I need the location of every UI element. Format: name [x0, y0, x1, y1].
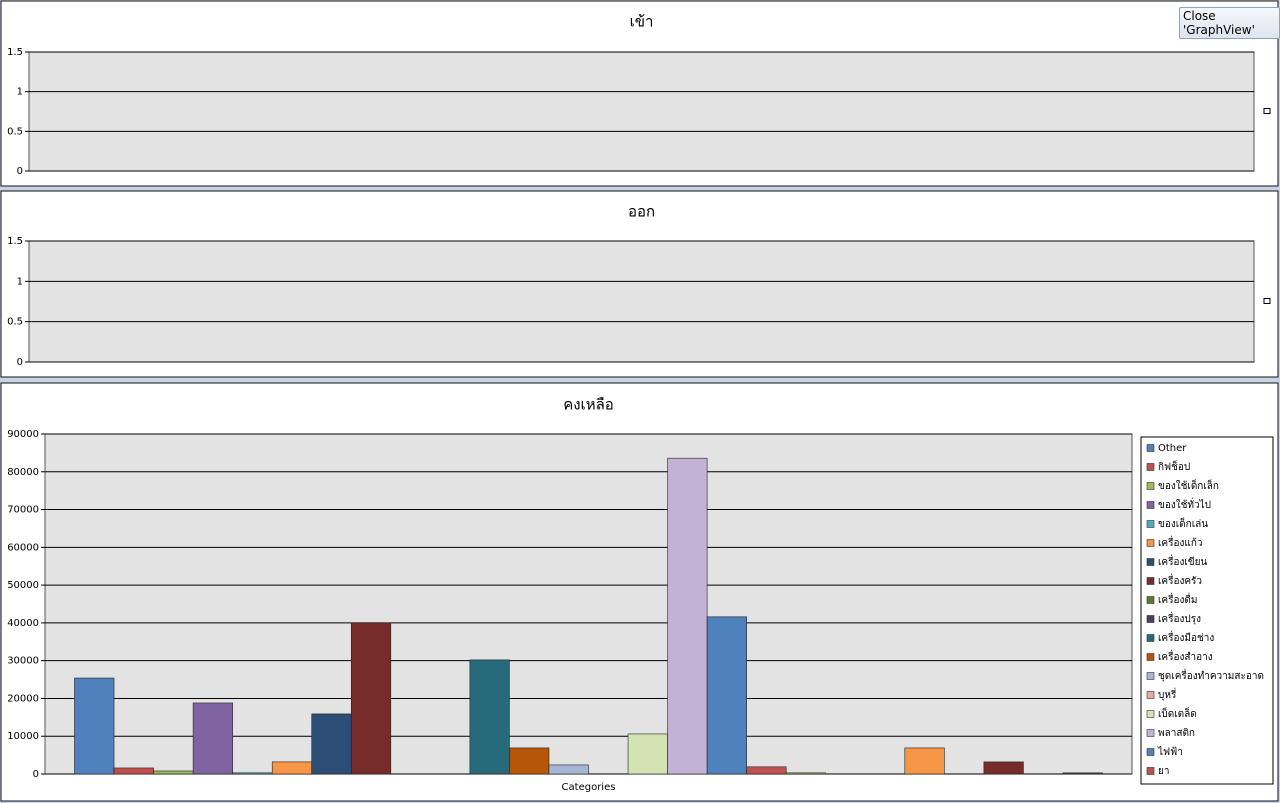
- y-tick-label: 40000: [7, 618, 39, 629]
- bar: [785, 772, 827, 775]
- legend-swatch: [1146, 444, 1155, 452]
- legend-swatch: [1146, 710, 1155, 718]
- legend-label: กิฟช็อป: [1158, 459, 1190, 473]
- bar: [311, 713, 352, 775]
- legend-swatch: [1146, 729, 1155, 737]
- y-tick-label: 0: [17, 357, 23, 368]
- legend-label: ของใช้ทั่วไป: [1158, 497, 1211, 511]
- bar: [350, 622, 392, 775]
- legend-label: เครื่องปรุง: [1158, 611, 1201, 625]
- bar: [271, 761, 313, 775]
- chart-title: คงเหลือ: [563, 396, 614, 414]
- y-tick-label: 0.5: [7, 317, 23, 328]
- legend-label: เครื่องมือช่าง: [1158, 630, 1214, 644]
- legend-swatch: [1146, 482, 1155, 490]
- legend-swatch: [1146, 634, 1155, 642]
- y-tick-label: 10000: [7, 731, 39, 742]
- y-tick-label: 1.5: [7, 47, 23, 58]
- y-tick-label: 0: [33, 769, 39, 780]
- legend-swatch: [1146, 748, 1155, 756]
- legend-box: [1263, 108, 1271, 114]
- bar: [904, 747, 945, 775]
- legend-label: บุหรี่: [1158, 687, 1177, 701]
- legend-label: ของเด็กเล่น: [1158, 516, 1208, 530]
- bar: [983, 761, 1024, 775]
- bar: [192, 702, 233, 775]
- legend-label: ชุดเครื่องทำความสะอาด: [1158, 668, 1264, 682]
- bar: [153, 770, 194, 775]
- close-button[interactable]: Close 'GraphView': [1179, 7, 1280, 39]
- legend-label: เครื่องครัว: [1158, 573, 1202, 587]
- y-tick-label: 0: [17, 166, 23, 177]
- legend-label: เครื่องเขียน: [1158, 554, 1207, 568]
- legend-swatch: [1146, 596, 1155, 604]
- legend-swatch: [1146, 501, 1155, 509]
- y-tick-label: 80000: [7, 467, 39, 478]
- bar: [627, 733, 668, 775]
- legend-swatch: [1146, 463, 1155, 471]
- legend: [1140, 436, 1274, 785]
- legend-label: ไฟฟ้า: [1157, 746, 1183, 758]
- y-tick-label: 1.5: [7, 236, 23, 247]
- bar: [113, 767, 154, 775]
- legend-swatch: [1146, 615, 1155, 623]
- bar: [509, 747, 550, 775]
- bar: [1062, 772, 1103, 775]
- bar: [548, 764, 589, 775]
- y-tick-label: 30000: [7, 656, 39, 667]
- legend-label: ของใช้เด็กเล็ก: [1158, 478, 1219, 492]
- y-tick-label: 50000: [7, 580, 39, 591]
- legend-swatch: [1146, 691, 1155, 699]
- legend-swatch: [1146, 558, 1155, 566]
- legend-label: ยา: [1158, 766, 1169, 777]
- bar: [74, 677, 115, 775]
- bar: [469, 659, 510, 775]
- chart-title: ออก: [628, 203, 655, 221]
- legend-swatch: [1146, 539, 1155, 547]
- legend-swatch: [1146, 767, 1155, 775]
- chart-title: เข้า: [630, 13, 654, 31]
- y-tick-label: 0.5: [7, 126, 23, 137]
- y-tick-label: 90000: [7, 429, 39, 440]
- y-tick-label: 20000: [7, 693, 39, 704]
- legend-label: เครื่องดื่ม: [1158, 592, 1197, 606]
- bar: [667, 457, 708, 775]
- plot-area: [28, 240, 1255, 363]
- legend-label: เครื่องแก้ว: [1158, 535, 1202, 549]
- legend-swatch: [1146, 577, 1155, 585]
- legend-label: เบ็ดเตล็ด: [1158, 706, 1197, 720]
- legend-swatch: [1146, 653, 1155, 661]
- plot-area: [28, 51, 1255, 172]
- y-tick-label: 1: [17, 87, 23, 98]
- bar: [746, 766, 787, 775]
- y-tick-label: 70000: [7, 505, 39, 516]
- bar: [232, 772, 273, 775]
- legend-label: Other: [1158, 443, 1187, 454]
- legend-box: [1263, 298, 1271, 304]
- y-tick-label: 1: [17, 276, 23, 287]
- legend-swatch: [1146, 520, 1155, 528]
- bar: [706, 616, 747, 775]
- legend-swatch: [1146, 672, 1155, 680]
- legend-label: พลาสติก: [1158, 728, 1195, 739]
- y-tick-label: 60000: [7, 542, 39, 553]
- x-axis-label: Categories: [562, 782, 616, 793]
- legend-label: เครื่องสำอาง: [1158, 649, 1213, 663]
